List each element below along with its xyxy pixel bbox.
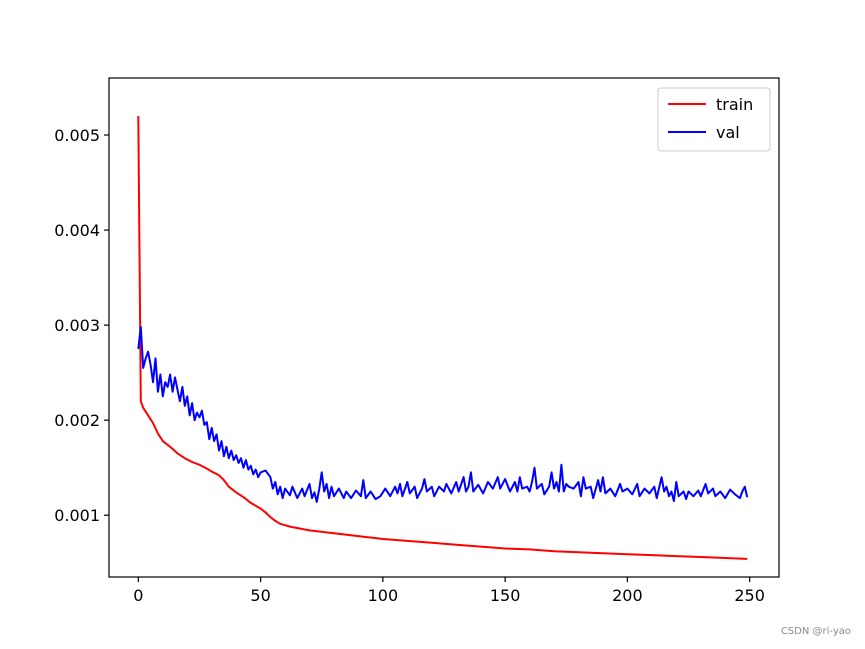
y-tick-label: 0.002 <box>54 411 100 430</box>
x-tick-label: 200 <box>612 586 643 605</box>
watermark: CSDN @ri-yao <box>780 626 851 637</box>
legend-label-train: train <box>716 95 753 114</box>
y-tick-label: 0.001 <box>54 506 100 525</box>
legend: train val <box>657 87 771 152</box>
y-axis: 0.001 0.002 0.003 0.004 0.005 <box>54 126 109 525</box>
legend-label-val: val <box>716 123 740 142</box>
series-line-val <box>137 326 749 503</box>
series-group <box>137 115 749 560</box>
x-axis: 0 50 100 150 200 250 <box>133 577 765 605</box>
y-tick-label: 0.004 <box>54 221 100 240</box>
x-tick-label: 250 <box>734 586 765 605</box>
y-tick-label: 0.003 <box>54 316 100 335</box>
x-tick-label: 100 <box>368 586 399 605</box>
x-tick-label: 50 <box>250 586 270 605</box>
axes-frame <box>108 77 780 578</box>
y-tick-label: 0.005 <box>54 126 100 145</box>
series-line-train <box>137 115 748 560</box>
x-tick-label: 150 <box>490 586 521 605</box>
x-tick-label: 0 <box>133 586 143 605</box>
